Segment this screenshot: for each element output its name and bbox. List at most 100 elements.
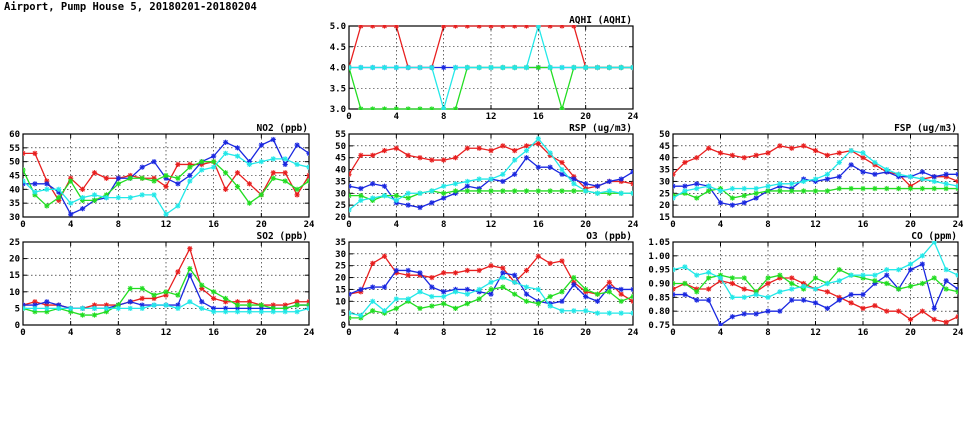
data-point [23, 150, 26, 156]
data-point [547, 303, 553, 309]
data-point [630, 190, 633, 196]
data-point [753, 291, 759, 298]
data-point [547, 150, 553, 156]
data-point [358, 286, 364, 293]
data-point [872, 159, 878, 166]
data-point [884, 185, 890, 192]
y-tick-label: 30 [335, 250, 346, 260]
y-tick-label: 30 [9, 213, 20, 223]
x-tick-label: 16 [208, 220, 219, 230]
data-point [694, 289, 700, 295]
data-point [211, 295, 217, 302]
data-point [234, 302, 241, 308]
y-tick-label: 55 [9, 144, 20, 154]
y-tick-label: 5 [15, 304, 20, 314]
data-point [753, 152, 759, 158]
data-point [919, 253, 925, 259]
chart-so2: 0 4 8 12 16 20 24 0 5 10 15 20 25 SO2 (ppb) [9, 231, 315, 338]
x-tick-label: 16 [533, 328, 544, 338]
data-point [306, 178, 309, 184]
y-tick-label: 25 [335, 201, 346, 211]
data-point [500, 178, 506, 185]
data-point [222, 139, 229, 145]
data-point [32, 305, 38, 311]
data-point [464, 183, 470, 189]
data-point [523, 25, 530, 29]
x-tick-label: 20 [580, 328, 591, 338]
data-point [884, 267, 890, 273]
series-2 [23, 159, 309, 209]
series-1 [349, 267, 633, 307]
x-tick-label: 20 [580, 112, 591, 122]
data-point [741, 185, 747, 192]
data-point [789, 275, 795, 281]
data-point [630, 64, 633, 71]
data-point [370, 181, 376, 187]
data-point [583, 188, 589, 194]
data-point [618, 190, 624, 196]
data-point [729, 314, 735, 320]
data-point [246, 302, 253, 308]
data-point [512, 157, 518, 163]
data-point [824, 188, 830, 194]
data-point [559, 25, 565, 29]
y-tick-label: 40 [335, 166, 346, 176]
x-tick-label: 24 [628, 112, 639, 122]
data-point [500, 265, 506, 271]
data-point [571, 181, 577, 187]
data-point [115, 175, 121, 181]
data-point [694, 181, 700, 187]
data-point [91, 197, 98, 203]
data-point [151, 192, 157, 198]
data-point [370, 25, 376, 29]
data-point [222, 309, 229, 315]
data-point [476, 176, 482, 182]
y-tick-label: 0.80 [648, 307, 670, 317]
chart-title: FSP (ug/m3) [894, 123, 957, 134]
data-point [559, 289, 565, 295]
data-point [606, 289, 612, 295]
data-point [943, 286, 949, 292]
data-point [931, 178, 937, 185]
data-point [824, 176, 830, 182]
data-point [717, 322, 724, 326]
data-point [488, 148, 494, 154]
data-point [476, 188, 482, 194]
data-point [187, 164, 193, 170]
data-point [824, 171, 830, 177]
data-point [836, 150, 842, 156]
data-point [884, 272, 890, 278]
data-point [535, 253, 541, 259]
data-point [931, 275, 937, 281]
x-tick-label: 12 [161, 220, 172, 230]
y-tick-label: 50 [659, 130, 670, 140]
y-tick-label: 0 [15, 321, 20, 331]
data-point [358, 312, 364, 319]
x-tick-label: 8 [441, 220, 446, 230]
data-point [306, 164, 309, 170]
data-point [452, 289, 459, 295]
data-point [175, 269, 181, 275]
data-point [282, 178, 288, 184]
data-point [836, 267, 842, 273]
y-tick-label: 30 [659, 177, 670, 187]
data-point [682, 280, 688, 287]
data-point [943, 278, 949, 284]
data-point [417, 155, 423, 161]
data-point [163, 183, 169, 190]
data-point [571, 188, 577, 194]
data-point [381, 284, 388, 290]
data-point [358, 106, 364, 110]
data-point [127, 299, 133, 305]
data-point [417, 305, 423, 311]
data-point [512, 148, 518, 154]
data-point [381, 308, 388, 314]
x-tick-label: 0 [346, 220, 351, 230]
data-point [571, 308, 577, 314]
y-tick-label: 20 [335, 274, 346, 284]
data-point [258, 159, 264, 165]
data-point [393, 25, 399, 29]
data-point [694, 297, 700, 303]
data-point [476, 25, 482, 29]
data-point [765, 294, 771, 300]
